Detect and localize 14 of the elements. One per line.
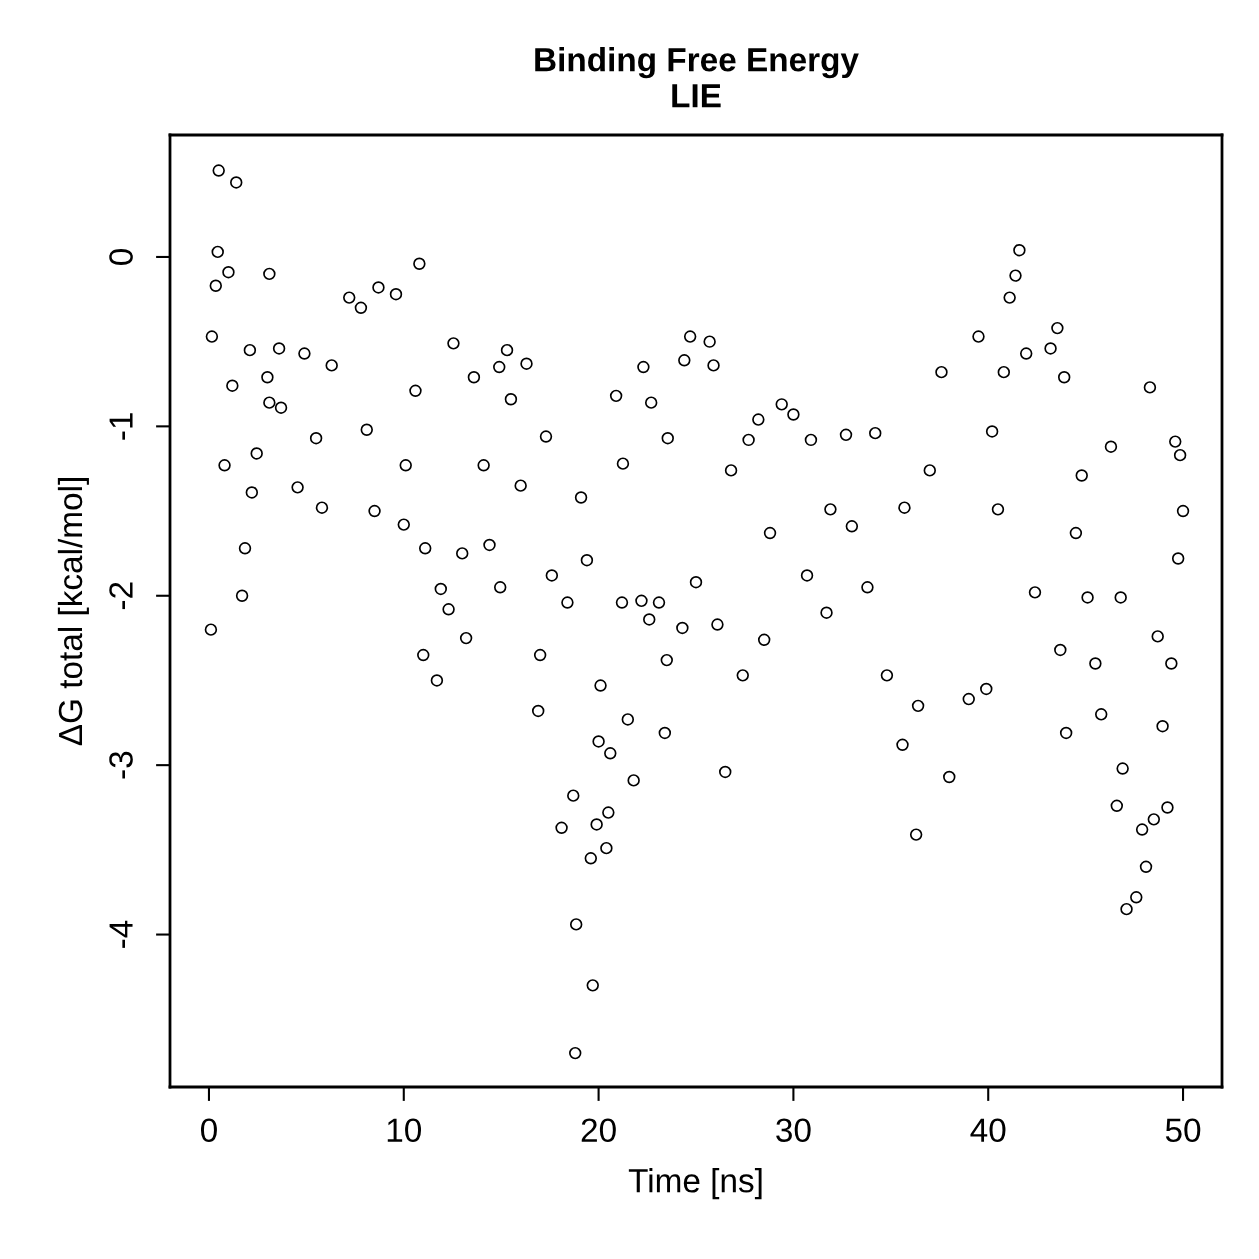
y-tick-label: -2: [109, 582, 133, 610]
x-axis-title: Time [ns]: [628, 1168, 762, 1200]
x-tick-label: 0: [201, 1118, 217, 1143]
x-tick-label: 20: [581, 1118, 616, 1143]
x-tick-label: 10: [387, 1118, 422, 1143]
x-tick-label: 50: [1165, 1118, 1201, 1143]
x-tick-label: 30: [776, 1118, 811, 1143]
x-tick-label: 40: [970, 1118, 1006, 1143]
y-tick-label: -1: [109, 413, 133, 440]
y-axis-title: ΔG total [kcal/mol]: [57, 478, 89, 746]
y-tick-label: -3: [109, 751, 133, 779]
y-tick-label: -4: [109, 920, 133, 948]
y-tick-label: 0: [109, 249, 133, 265]
chart-title: Binding Free Energy LIE: [535, 47, 859, 108]
